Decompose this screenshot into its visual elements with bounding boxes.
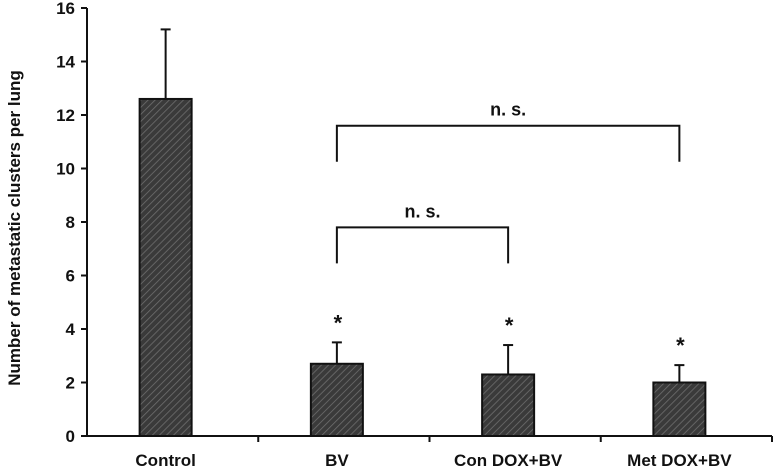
bar-met-dox-bv — [652, 381, 707, 437]
y-tick-label: 4 — [66, 320, 76, 339]
y-tick-label: 10 — [56, 160, 75, 179]
axes-layer: 0 2 4 6 8 10 12 14 16 Control BV Con DOX+BV Met DOX+… — [56, 0, 773, 469]
significance-star: * — [334, 310, 343, 335]
bar-con-dox-bv — [481, 373, 536, 438]
y-tick-label: 0 — [66, 427, 75, 446]
comparison-label: n. s. — [404, 201, 440, 221]
comparison-label: n. s. — [490, 100, 526, 120]
y-tick-label: 14 — [56, 53, 75, 72]
significance-star: * — [505, 313, 514, 338]
x-category-label: Met DOX+BV — [627, 451, 732, 469]
x-category-label: Con DOX+BV — [454, 451, 563, 469]
y-tick-label: 8 — [66, 213, 75, 232]
comparison-bracket — [335, 226, 510, 264]
significance-star: * — [676, 333, 685, 358]
y-tick-label: 16 — [56, 0, 75, 18]
y-tick-label: 6 — [66, 267, 75, 286]
y-tick-label: 2 — [66, 374, 75, 393]
x-category-label: BV — [325, 451, 349, 469]
y-tick-label: 12 — [56, 106, 75, 125]
bar-control — [138, 97, 193, 437]
comparison-bracket — [335, 124, 681, 162]
y-axis-title: Number of metastatic clusters per lung — [5, 70, 24, 386]
annotations-layer: * * * n. s. n. s. — [334, 100, 686, 358]
bar-bv — [309, 362, 364, 437]
bars-layer — [138, 28, 707, 438]
x-category-label: Control — [135, 451, 195, 469]
